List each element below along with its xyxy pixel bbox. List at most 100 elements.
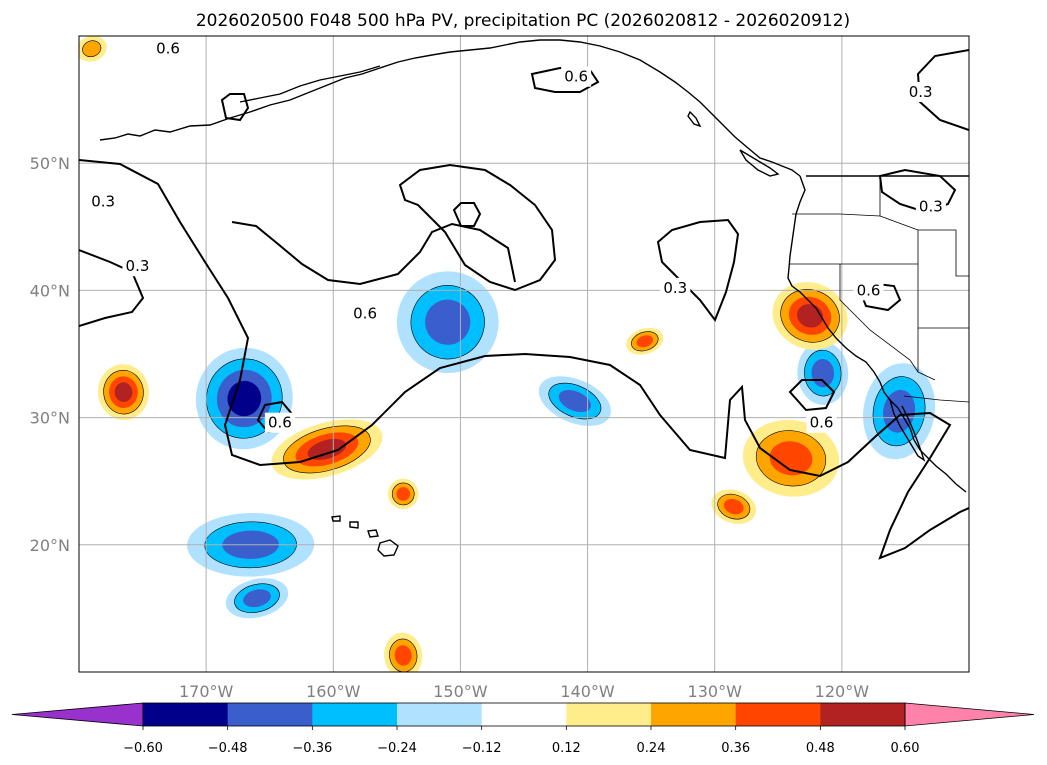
map-area: 0.6 0.6 0.3 0.3 0.3 0.3 0.3 0.6 0.6 0.6 0.6: [79, 36, 969, 672]
precip-shade-pos-south-2: [723, 498, 744, 515]
pv-contour-west-upper: [79, 249, 145, 327]
pv-contour-label-bg-7: [853, 280, 884, 301]
west-coast: [787, 175, 967, 493]
us-mexico-border: [903, 395, 969, 403]
precip-shade-neg-far-south-2: [243, 589, 271, 608]
colorbar-segment-0: [143, 703, 229, 726]
hawaii-big-island: [377, 539, 399, 557]
ytick-label-2: 40°N: [30, 281, 70, 300]
colorbar-tick-label-0: −0.60: [123, 741, 163, 756]
ytick-label-0: 20°N: [30, 536, 70, 555]
precip-shade-pos-east-pacific-2: [636, 335, 654, 348]
alaska-peninsula-coast: [99, 39, 801, 177]
hawaii-maui: [367, 529, 379, 538]
state-border-ca-nv: [839, 264, 919, 373]
pv-contour-label-5: 0.3: [126, 257, 150, 275]
colorbar-outline: [142, 702, 906, 727]
precip-shade-neg-east-pacific-2: [558, 390, 591, 413]
hawaii-kauai: [331, 515, 341, 522]
colorbar-tick-label-8: 0.48: [806, 741, 835, 756]
colorbar-tick-labels: −0.60 −0.48 −0.36 −0.24 −0.12 0.12 0.24 0.36 0.4…: [123, 726, 919, 756]
precip-feature-pos-hawaii-north: [387, 478, 419, 510]
state-border-az: [917, 328, 936, 381]
pv-contour-small-loop: [220, 93, 250, 122]
pv-contour-label-bg-6: [660, 277, 691, 298]
pv-contour-label-bg-2: [905, 81, 936, 102]
precip-feature-neg-central-pacific: [396, 271, 499, 374]
pv-contour-label-2: 0.3: [909, 83, 933, 101]
xtick-label-1: 160°W: [306, 682, 361, 701]
pv-contour-label-bg-9: [264, 412, 295, 433]
pv-contour-label-7: 0.6: [857, 281, 881, 299]
colorbar-extend-low: [11, 702, 144, 727]
precip-feature-pos-bottom: [384, 632, 423, 672]
precip-feature-pos-top-left: [79, 36, 107, 62]
xtick-label-4: 130°W: [688, 682, 743, 701]
pv-contour-label-9: 0.6: [268, 414, 292, 432]
map-frame: [78, 35, 970, 673]
xtick-label-3: 140°W: [560, 682, 615, 701]
colorbar-tick-label-7: 0.36: [721, 741, 750, 756]
pv-contour-label-bg-10: [806, 412, 837, 433]
pv-contour-trough: [656, 218, 740, 323]
pv-contour-label-8: 0.6: [353, 304, 377, 322]
colorbar-segment-2: [312, 703, 398, 726]
colorbar-segment-8: [820, 703, 906, 726]
colorbar-segments: [11, 702, 1035, 727]
pv-contour-labels: 0.6 0.6 0.3 0.3 0.3 0.3 0.3 0.6 0.6 0.6 0.6: [88, 38, 946, 433]
colorbar-segment-6: [651, 703, 737, 726]
colorbar-segment-7: [735, 703, 821, 726]
state-border-wa-or: [792, 213, 881, 217]
political-borders: [790, 175, 969, 403]
precip-feature-neg-off-socal: [797, 341, 849, 405]
pv-contour-label-0: 0.6: [156, 40, 180, 58]
hawaii-oahu: [349, 521, 359, 529]
pv-contour-label-bg-0: [153, 38, 183, 59]
colorbar-extend-high: [904, 702, 1035, 727]
coastlines: [99, 39, 967, 557]
colorbar-tick-label-5: 0.12: [552, 741, 581, 756]
precip-feature-pos-east-pacific: [626, 327, 664, 355]
baja-peninsula: [889, 399, 926, 462]
colorbar-segment-3: [397, 703, 483, 726]
pv-contour-label-6: 0.3: [663, 279, 687, 297]
pv-contour-label-bg-1: [561, 66, 592, 87]
precip-feature-neg-far-south: [225, 578, 289, 619]
precip-feature-pos-west-of-baja: [742, 419, 840, 497]
pv-contour-label-3: 0.3: [91, 192, 115, 210]
precip-shade-pos-top-left-1: [82, 40, 102, 58]
colorbar-tick-label-6: 0.24: [637, 741, 666, 756]
pv-contour-label-bg-8: [350, 303, 381, 324]
precip-feature-pos-west-dateline: [98, 364, 149, 421]
colorbar: −0.60 −0.48 −0.36 −0.24 −0.12 0.12 0.24 0.36 0.4…: [11, 702, 1035, 756]
haida-gwaii: [687, 110, 702, 128]
ytick-label-3: 50°N: [30, 154, 70, 173]
longitude-ticks: 170°W 160°W 150°W 140°W 130°W 120°W: [179, 682, 869, 701]
chart-title: 2026020500 F048 500 hPa PV, precipitatio…: [196, 11, 850, 31]
precip-feature-pos-south: [711, 489, 757, 524]
pv-contour-main-wave: [79, 159, 969, 560]
colorbar-segment-1: [227, 703, 313, 726]
precip-shade-pos-hawaii-north-2: [396, 487, 410, 501]
pv-contour-offshore-loop: [788, 379, 836, 412]
pv-contour-label-bg-3: [88, 191, 119, 212]
precip-shade-pos-west-of-baja-2: [769, 441, 813, 476]
pv-contour-ridge: [231, 221, 516, 286]
pv-contour-label-4: 0.3: [919, 197, 943, 215]
pv-contour-label-1: 0.6: [564, 68, 588, 86]
pv-contour-label-10: 0.6: [810, 414, 834, 432]
colorbar-tick-label-1: −0.48: [208, 741, 248, 756]
pv-contour-hexagon: [452, 202, 482, 227]
pv-contour-label-bg-5: [122, 256, 153, 277]
xtick-label-0: 170°W: [179, 682, 234, 701]
vancouver-island: [739, 149, 780, 177]
state-border-mt: [918, 229, 969, 277]
precip-feature-pos-northern-california: [772, 282, 848, 350]
ytick-label-1: 30°N: [30, 409, 70, 428]
xtick-label-2: 150°W: [433, 682, 488, 701]
precip-shade-neg-central-pacific-2: [425, 299, 471, 345]
colorbar-tick-label-2: −0.36: [292, 741, 332, 756]
xtick-label-5: 120°W: [815, 682, 870, 701]
precip-shade-pos-bottom-2: [394, 645, 412, 666]
